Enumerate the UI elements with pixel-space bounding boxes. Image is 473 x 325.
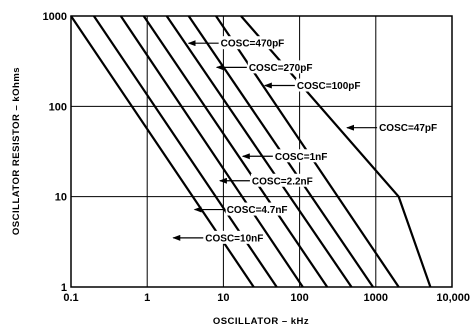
annotation-label-cosc-2-2nf: COSC=2.2nF <box>252 176 313 187</box>
y-tick-label: 1 <box>61 282 67 294</box>
series-line-cosc-10nf <box>70 15 255 288</box>
annotation-bg <box>204 230 262 244</box>
annotation-label-cosc-4-7nf: COSC=4.7nF <box>227 205 288 216</box>
annotation-bg <box>273 149 325 163</box>
annotation-bg <box>295 78 359 92</box>
x-tick-label: 10 <box>217 292 229 304</box>
x-tick-label: 100 <box>290 292 308 304</box>
series-line-cosc-470pf <box>165 15 353 288</box>
y-tick-label: 10 <box>55 192 67 204</box>
annotation-label-cosc-270pf: COSC=270pF <box>249 63 313 74</box>
annotation-bg <box>378 120 435 134</box>
series-line-cosc-2-2nf <box>119 15 304 288</box>
series-line-cosc-1nf <box>142 15 329 288</box>
y-tick-label: 1000 <box>43 11 67 23</box>
x-tick-label: 0.1 <box>63 292 78 304</box>
x-tick-label: 1 <box>144 292 150 304</box>
annotation-bg <box>247 60 311 74</box>
series-line-cosc-4-7nf <box>92 15 278 288</box>
series-line-cosc-47pf <box>240 15 432 288</box>
annotation-bg <box>225 202 289 216</box>
plot-frame <box>70 15 453 288</box>
x-axis-label: OSCILLATOR – kHz <box>213 316 309 325</box>
annotation-bg <box>250 173 314 187</box>
annotation-label-cosc-100pf: COSC=100pF <box>297 81 361 92</box>
y-axis-label: OSCILLATOR RESISTOR – kOhms <box>11 67 22 235</box>
annotation-bg <box>219 36 283 50</box>
annotation-label-cosc-47pf: COSC=47pF <box>379 123 437 134</box>
x-tick-label: 10,000 <box>436 292 470 304</box>
x-tick-label: 1000 <box>364 292 388 304</box>
annotation-label-cosc-470pf: COSC=470pF <box>221 39 285 50</box>
annotation-label-cosc-1nf: COSC=1nF <box>275 152 328 163</box>
annotation-label-cosc-10nf: COSC=10nF <box>205 233 263 244</box>
y-tick-label: 100 <box>49 101 67 113</box>
